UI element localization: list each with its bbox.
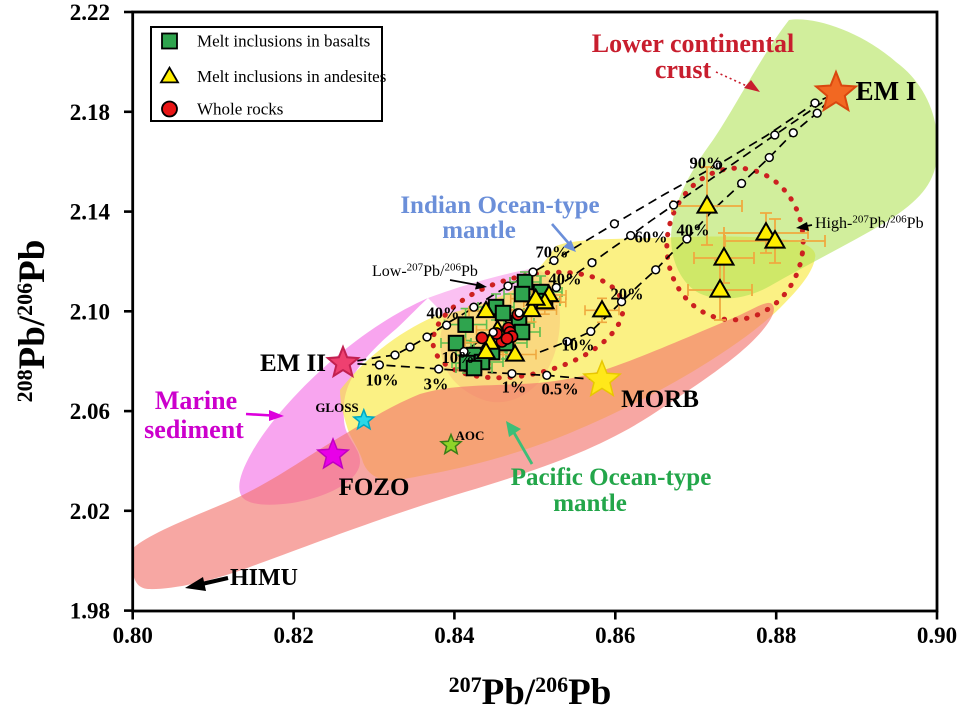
svg-text:10%: 10%	[366, 371, 399, 390]
svg-text:0.5%: 0.5%	[541, 380, 578, 399]
svg-text:Melt inclusions in andesites: Melt inclusions in andesites	[197, 67, 386, 86]
svg-text:10%: 10%	[562, 336, 595, 355]
svg-text:2.22: 2.22	[70, 0, 110, 25]
svg-text:70%: 70%	[536, 243, 569, 262]
svg-text:2.14: 2.14	[70, 200, 111, 225]
svg-text:207Pb/206Pb: 207Pb/206Pb	[449, 672, 612, 713]
svg-text:3%: 3%	[424, 375, 449, 394]
svg-text:0.88: 0.88	[756, 623, 796, 648]
svg-text:40%: 40%	[677, 221, 710, 240]
svg-text:1.98: 1.98	[70, 599, 110, 624]
svg-text:2.18: 2.18	[70, 100, 110, 125]
svg-text:Marine: Marine	[155, 386, 237, 415]
svg-text:AOC: AOC	[456, 428, 485, 443]
svg-text:Melt inclusions in basalts: Melt inclusions in basalts	[197, 32, 370, 51]
svg-text:1%: 1%	[502, 378, 527, 397]
svg-text:2.06: 2.06	[70, 399, 110, 424]
svg-text:2.02: 2.02	[70, 499, 110, 524]
svg-text:crust: crust	[655, 55, 712, 84]
svg-text:EM II: EM II	[260, 350, 326, 377]
svg-text:Lower continental: Lower continental	[592, 29, 794, 58]
svg-text:High-207Pb/206Pb: High-207Pb/206Pb	[815, 214, 924, 233]
svg-text:10%: 10%	[442, 348, 475, 367]
svg-text:MORB: MORB	[621, 386, 699, 413]
svg-text:HIMU: HIMU	[230, 565, 298, 591]
svg-text:GLOSS: GLOSS	[315, 400, 358, 415]
svg-text:mantle: mantle	[442, 217, 516, 244]
svg-text:0.86: 0.86	[595, 623, 635, 648]
svg-text:90%: 90%	[690, 154, 723, 173]
svg-text:2.10: 2.10	[70, 299, 110, 324]
svg-text:40%: 40%	[427, 304, 460, 323]
svg-text:Low-207Pb/206Pb: Low-207Pb/206Pb	[372, 262, 478, 281]
svg-text:Whole rocks: Whole rocks	[197, 100, 283, 119]
svg-text:0.90: 0.90	[917, 623, 957, 648]
svg-text:Indian Ocean-type: Indian Ocean-type	[400, 192, 599, 219]
svg-text:0.80: 0.80	[113, 623, 153, 648]
svg-text:Pacific Ocean-type: Pacific Ocean-type	[511, 464, 712, 491]
svg-text:EM I: EM I	[856, 76, 917, 106]
svg-text:20%: 20%	[611, 285, 644, 304]
svg-text:0.82: 0.82	[273, 623, 313, 648]
svg-text:FOZO: FOZO	[339, 474, 410, 501]
svg-text:40%: 40%	[549, 270, 582, 289]
svg-text:sediment: sediment	[144, 415, 244, 444]
svg-text:0.84: 0.84	[434, 623, 475, 648]
svg-text:60%: 60%	[635, 228, 668, 247]
svg-text:208Pb/206Pb: 208Pb/206Pb	[12, 240, 53, 403]
svg-text:mantle: mantle	[553, 490, 627, 517]
